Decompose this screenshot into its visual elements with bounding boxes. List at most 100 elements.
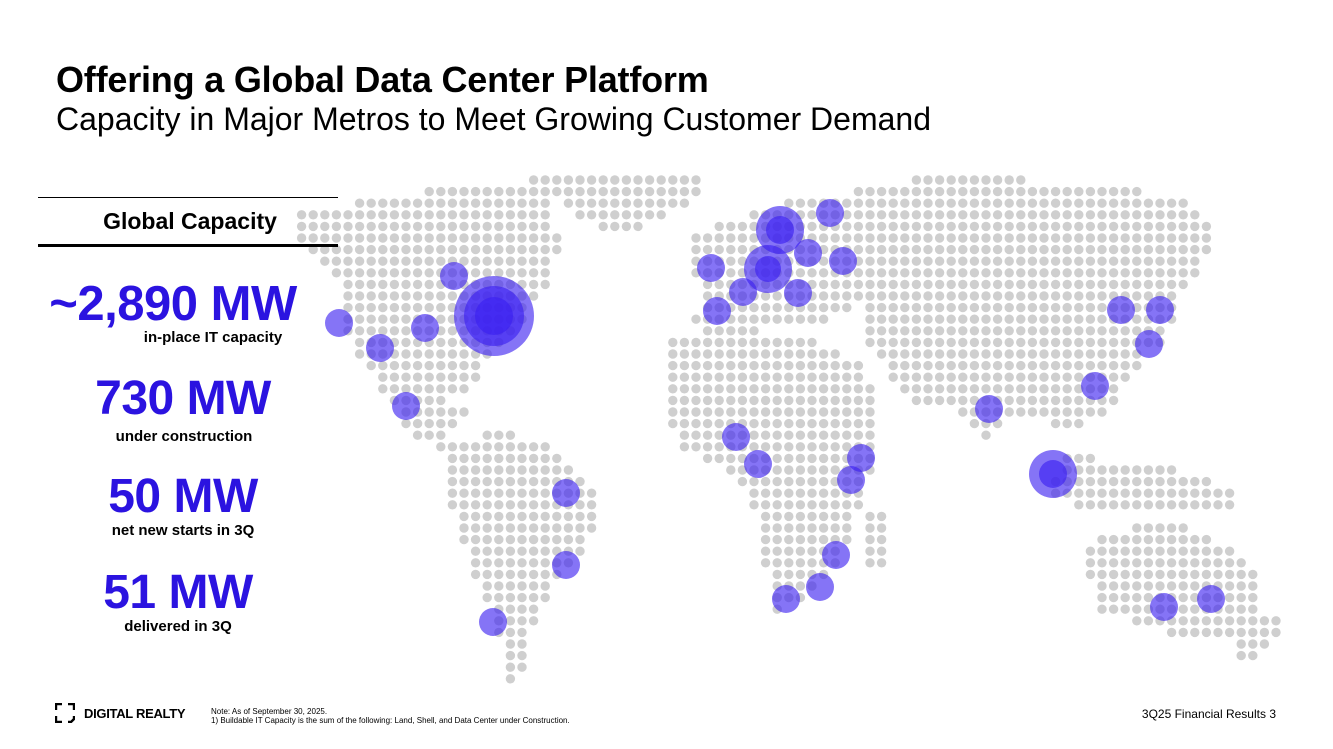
map-dot [818,233,829,243]
map-dot [389,314,400,324]
map-dot [946,291,956,301]
map-dot [1085,569,1096,580]
location-marker [392,392,420,420]
map-dot [1074,291,1084,301]
map-dot [888,221,898,232]
map-dot [1108,604,1119,614]
map-dot [1097,592,1107,603]
map-dot [876,326,887,336]
map-dot [552,233,562,243]
map-dot [1108,558,1119,568]
map-dot [1108,256,1119,266]
map-dot [830,511,840,522]
map-dot [784,511,794,522]
map-dot [470,511,481,522]
map-dot [679,430,690,440]
map-dot [575,546,585,556]
map-dot [1062,360,1072,371]
map-dot [876,302,887,313]
map-dot [1120,372,1130,382]
map-dot [1097,604,1107,614]
map-dot [517,592,527,603]
map-dot [447,476,458,487]
map-dot [749,360,759,371]
map-dot [447,360,458,371]
map-dot [412,372,423,382]
map-dot [424,186,434,197]
map-dot [505,534,516,545]
map-dot [981,430,991,440]
map-dot [760,558,771,568]
map-dot [1085,268,1096,278]
map-dot [853,407,864,417]
map-dot [610,210,620,220]
map-dot [749,488,759,498]
map-dot [552,175,562,185]
map-dot [424,233,434,243]
map-dot [401,372,411,382]
map-dot [772,442,782,452]
map-dot [714,349,724,359]
map-dot [1097,302,1107,313]
map-dot [528,592,539,603]
map-dot [726,349,736,359]
map-dot [494,523,504,533]
map-dot [1050,291,1061,301]
map-dot [1108,500,1119,510]
map-dot [424,302,434,313]
map-dot [1097,534,1107,545]
map-dot [1178,569,1188,580]
map-dot [992,384,1003,394]
map-dot [807,430,817,440]
map-dot [691,430,701,440]
map-dot [540,210,550,220]
map-dot [795,581,806,591]
map-dot [1050,418,1061,429]
map-dot [958,244,968,255]
map-dot [702,372,713,382]
map-dot [702,233,713,243]
map-dot [459,500,469,510]
map-dot [1155,221,1165,232]
map-dot [1155,476,1165,487]
map-dot [888,360,898,371]
map-dot [1132,592,1142,603]
map-dot [1062,384,1072,394]
map-dot [1166,221,1177,232]
map-dot [772,291,782,301]
map-dot [807,500,817,510]
map-dot [865,511,875,522]
map-dot [807,210,817,220]
map-dot [459,198,469,208]
map-dot [934,395,945,406]
map-dot [1016,291,1026,301]
map-dot [969,279,980,290]
map-dot [505,488,516,498]
map-dot [320,233,330,243]
map-dot [818,418,829,429]
map-dot [784,488,794,498]
map-dot [482,198,492,208]
map-dot [540,558,550,568]
map-dot [494,198,504,208]
map-dot [378,256,388,266]
map-dot [1132,616,1142,626]
map-dot [482,476,492,487]
map-dot [691,314,701,324]
map-dot [494,546,504,556]
map-dot [354,233,365,243]
map-dot [1166,500,1177,510]
map-dot [1097,407,1107,417]
map-dot [552,244,562,255]
map-dot [1178,233,1188,243]
map-dot [528,558,539,568]
map-dot [1178,488,1188,498]
map-dot [540,221,550,232]
map-dot [784,453,794,464]
map-dot [389,198,400,208]
map-dot [714,442,724,452]
map-dot [772,372,782,382]
map-dot [1039,268,1049,278]
map-dot [1050,314,1061,324]
map-dot [876,534,887,545]
